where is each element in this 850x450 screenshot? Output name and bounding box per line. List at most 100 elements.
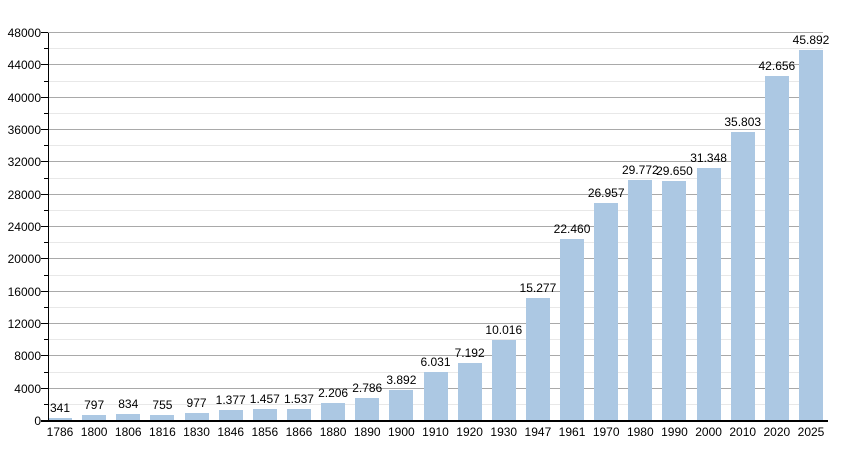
bar-value-label: 6.031 — [420, 355, 451, 370]
bar-value-label: 341 — [49, 401, 71, 416]
bar-1806 — [116, 414, 141, 421]
y-axis-tick-label: 24000 — [7, 220, 41, 234]
y-gridline-minor — [48, 339, 823, 341]
y-axis-minor-tick — [44, 306, 48, 308]
x-axis-tick-label: 1816 — [149, 425, 176, 439]
y-axis-major-tick — [41, 290, 48, 292]
y-gridline-minor — [48, 371, 823, 373]
bar-value-label: 22.460 — [553, 222, 591, 237]
bar-1856 — [252, 409, 277, 421]
x-axis-tick-label: 1866 — [285, 425, 313, 439]
y-axis-minor-tick — [44, 242, 48, 244]
bar-1830 — [184, 413, 209, 421]
bar-value-label: 10.016 — [485, 323, 523, 338]
y-axis-tick-label: 16000 — [7, 284, 41, 299]
bar-value-label: 35.803 — [724, 114, 762, 129]
y-gridline-minor — [48, 209, 823, 211]
bar-2010 — [730, 131, 755, 421]
y-axis-minor-tick — [44, 80, 48, 82]
bar-1786 — [48, 418, 72, 421]
y-gridline-minor — [48, 242, 823, 244]
x-axis-tick-label: 1980 — [626, 425, 654, 439]
y-axis-major-tick — [41, 387, 48, 389]
y-axis-tick-label: 4000 — [14, 381, 41, 396]
y-gridline-major — [48, 129, 823, 130]
bar-2020 — [764, 76, 789, 421]
bar-value-label: 1.377 — [215, 392, 246, 407]
y-axis-minor-tick — [44, 274, 48, 276]
y-gridline-major — [48, 323, 823, 324]
y-axis-tick-label: 48000 — [7, 26, 41, 40]
x-axis-tick-label: 1830 — [183, 425, 210, 439]
bar-1890 — [355, 398, 380, 421]
bar-1990 — [662, 181, 687, 421]
y-axis-minor-tick — [44, 112, 48, 114]
bar-value-label: 1.457 — [249, 392, 280, 407]
x-axis-tick-label: 1880 — [319, 425, 347, 439]
bar-2000 — [696, 167, 721, 421]
bar-1920 — [457, 362, 482, 421]
bar-value-label: 26.957 — [587, 186, 625, 201]
bar-1947 — [525, 297, 550, 421]
x-axis-tick-label: 2010 — [729, 425, 757, 439]
y-axis-major-tick — [41, 323, 48, 324]
bar-value-label: 31.348 — [690, 150, 727, 165]
x-axis-tick-label: 1800 — [80, 425, 108, 439]
y-gridline-minor — [48, 306, 823, 308]
y-axis-tick-label: 44000 — [7, 58, 41, 73]
bar-value-label: 29.650 — [656, 164, 693, 179]
y-axis-tick-label: 12000 — [7, 317, 41, 331]
y-axis-major-tick — [41, 355, 48, 357]
y-axis-tick-label: 8000 — [14, 349, 41, 364]
y-gridline-minor — [48, 177, 823, 179]
y-gridline-major — [48, 355, 823, 357]
y-axis-tick-label: 40000 — [7, 90, 41, 105]
bar-value-label: 42.656 — [758, 59, 796, 74]
bar-1866 — [286, 408, 311, 421]
bar-1816 — [150, 414, 175, 421]
y-axis-major-tick — [41, 64, 48, 66]
x-axis-tick-label: 1846 — [217, 425, 245, 439]
y-axis-minor-tick — [44, 177, 48, 179]
x-axis-tick-label: 1961 — [558, 425, 586, 439]
bar-value-label: 2.786 — [352, 381, 383, 396]
bar-value-label: 755 — [152, 397, 173, 412]
bar-2025 — [799, 50, 823, 421]
y-gridline-major — [48, 64, 823, 66]
y-axis-major-tick — [41, 193, 48, 195]
bar-value-label: 29.772 — [621, 163, 659, 178]
x-axis-tick-label: 1930 — [490, 425, 518, 439]
x-axis-tick-label: 2000 — [695, 425, 722, 439]
bar-1800 — [82, 414, 107, 421]
bar-value-label: 3.892 — [386, 372, 417, 387]
y-axis-tick-label: 32000 — [7, 155, 41, 170]
bar-value-label: 1.537 — [283, 391, 314, 406]
bar-1900 — [389, 389, 414, 421]
y-axis-tick-label: 0 — [34, 414, 41, 428]
x-axis-tick-label: 1900 — [388, 425, 415, 439]
y-axis-major-tick — [41, 96, 48, 98]
bar-1970 — [594, 203, 619, 421]
y-gridline-minor — [48, 112, 823, 114]
y-gridline-major — [48, 32, 823, 33]
x-axis-tick-label: 1947 — [524, 425, 552, 439]
plot-area: 341 797 834 755 977 1.377 1.457 1.537 2.206 2.786… — [41, 32, 829, 438]
x-axis-tick-label: 1890 — [353, 425, 381, 439]
y-gridline-minor — [48, 274, 823, 276]
y-axis-minor-tick — [44, 145, 48, 147]
y-axis-tick-label: 28000 — [7, 187, 41, 202]
x-axis-tick-label: 1990 — [661, 425, 688, 439]
y-axis-line — [48, 33, 49, 421]
x-axis-tick-label: 1910 — [422, 425, 449, 439]
y-axis-major-tick — [41, 226, 48, 227]
bar-value-label: 7.192 — [454, 345, 485, 360]
x-axis-tick-label: 1920 — [456, 425, 483, 439]
y-gridline-minor — [48, 48, 823, 50]
bar-value-label: 834 — [118, 397, 139, 412]
y-axis-major-tick — [41, 129, 48, 130]
x-axis-tick-label: 1856 — [251, 425, 279, 439]
bar-value-label: 45.892 — [792, 33, 830, 48]
y-gridline-minor — [48, 80, 823, 82]
y-axis-tick-label: 20000 — [7, 252, 41, 267]
